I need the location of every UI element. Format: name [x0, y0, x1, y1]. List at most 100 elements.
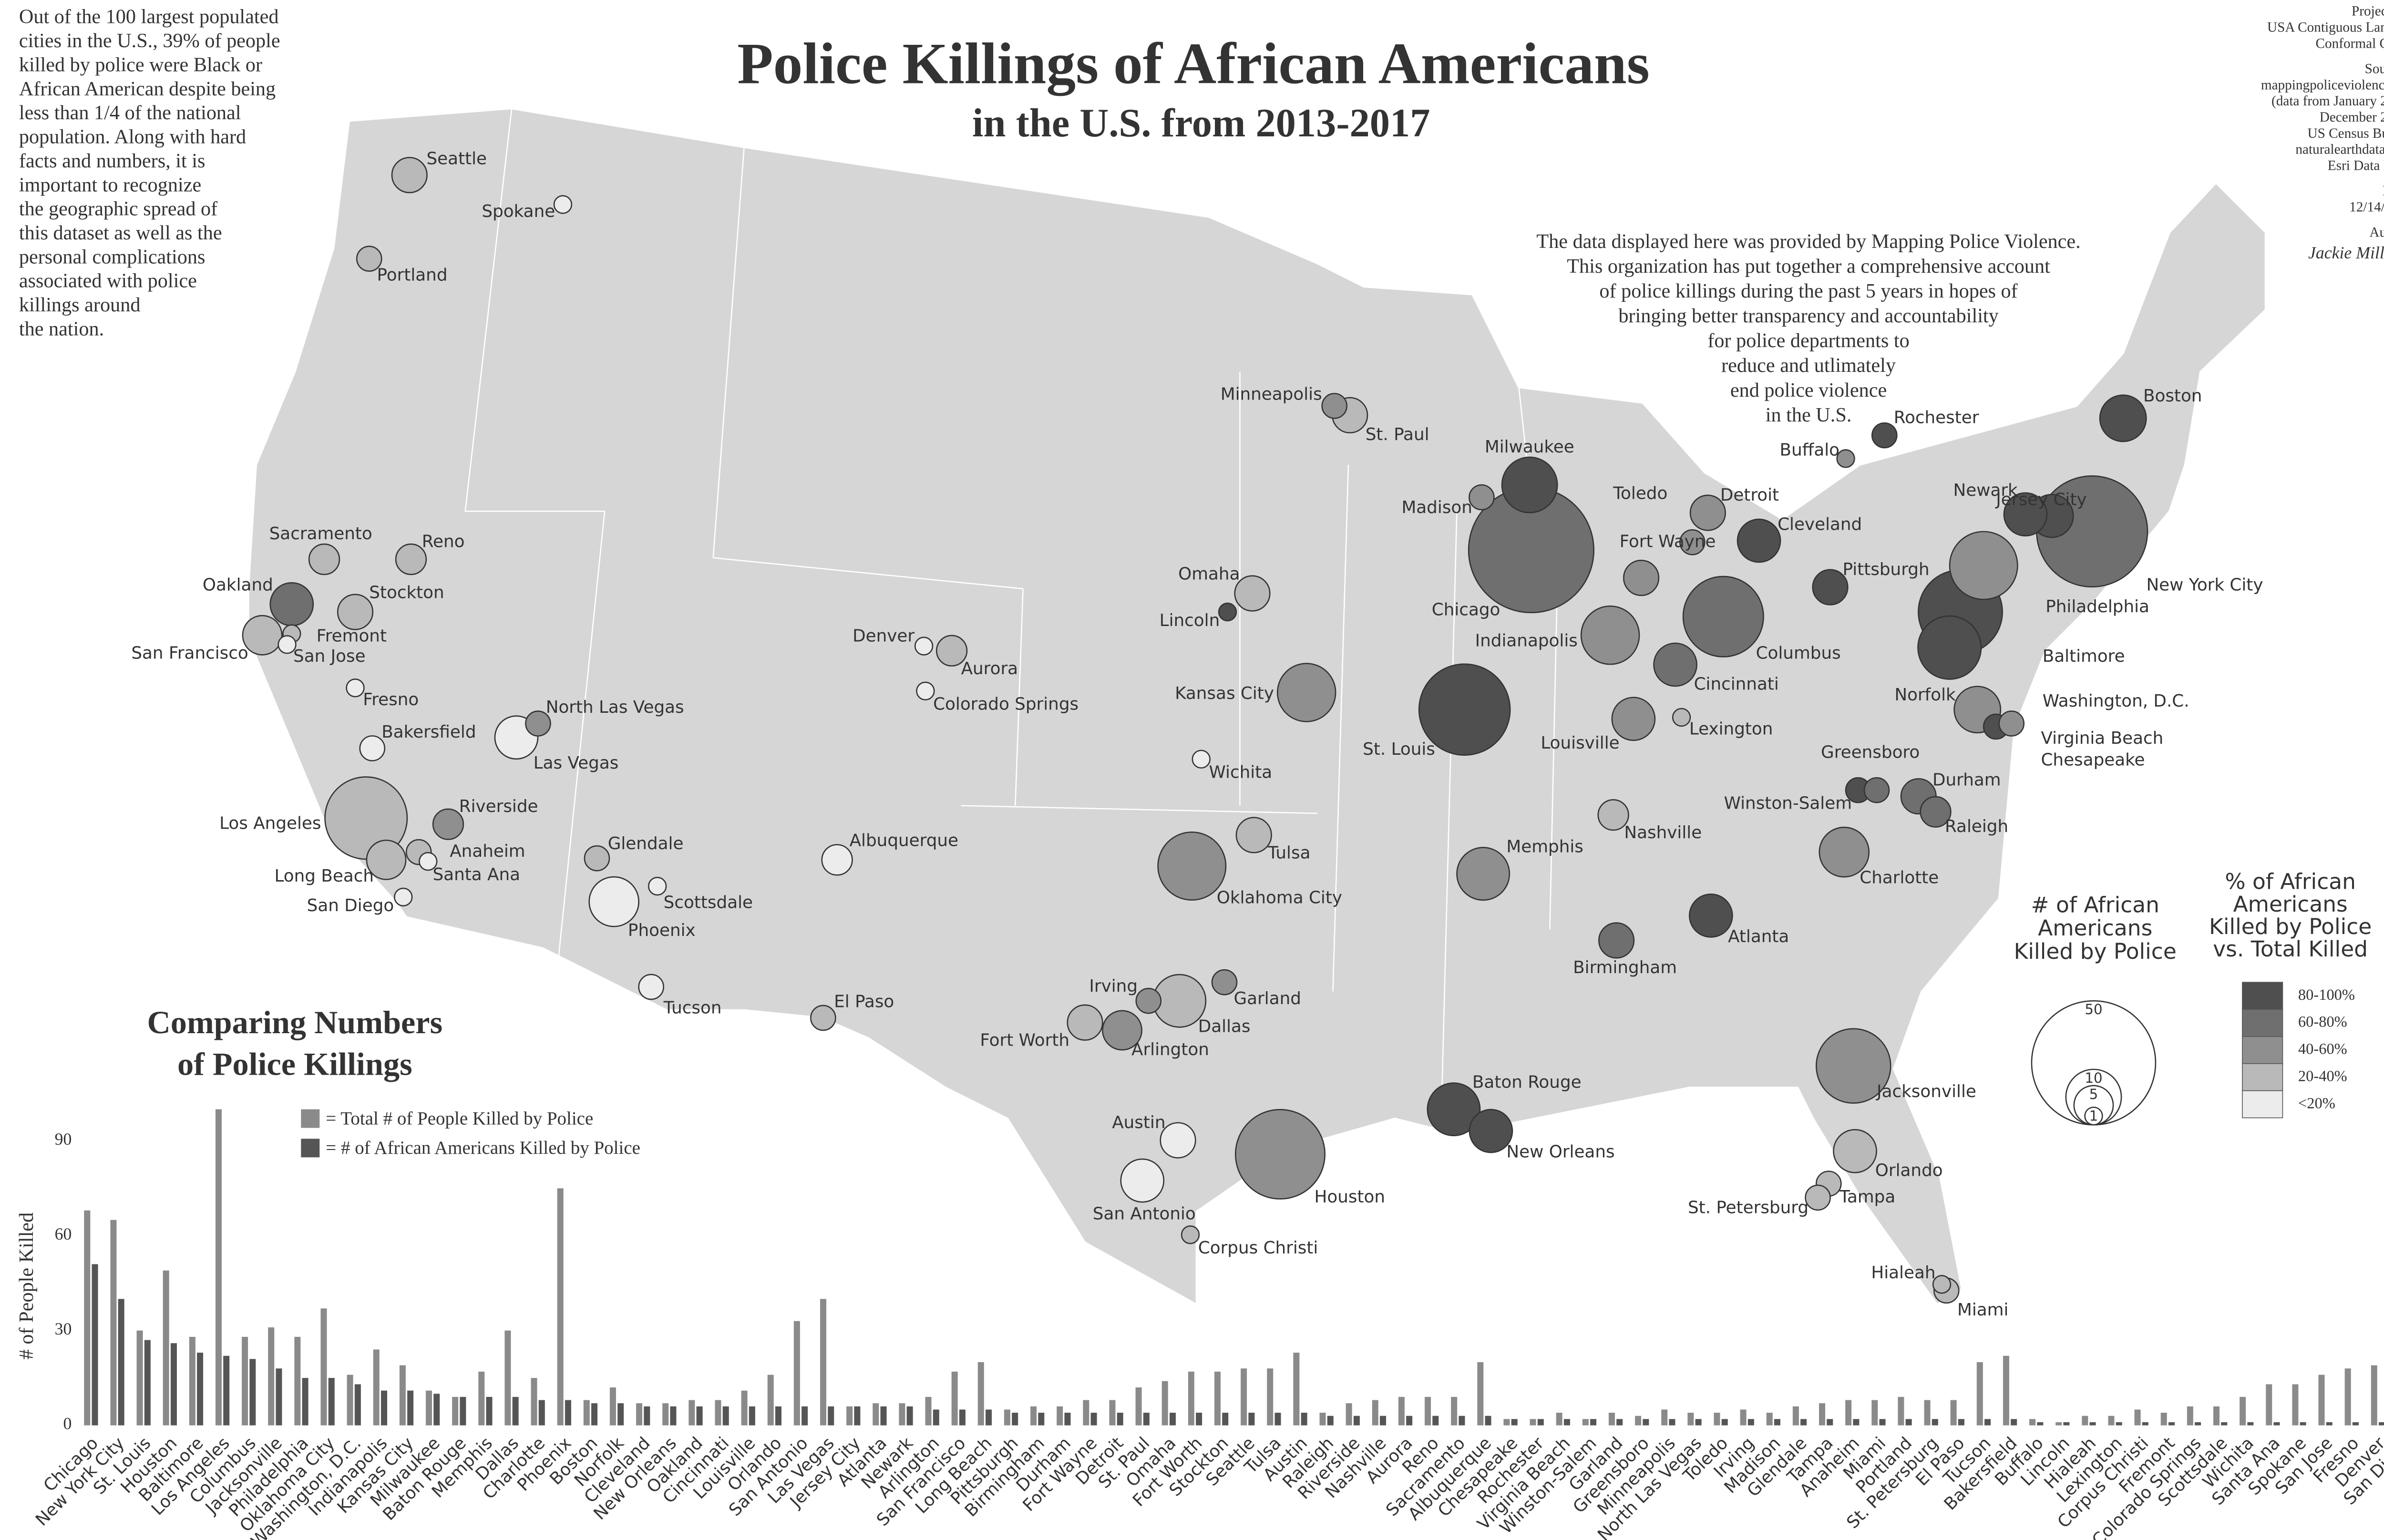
- bar: [802, 1406, 808, 1426]
- bar: [1196, 1413, 1202, 1426]
- city-bubble: [1321, 393, 1348, 419]
- bar: [1057, 1406, 1063, 1426]
- bar: [1293, 1353, 1300, 1426]
- bar: [144, 1340, 151, 1426]
- city-label: Buffalo: [1780, 441, 1839, 460]
- city-bubble: [821, 844, 853, 876]
- bar: [1563, 1419, 1570, 1426]
- bar: [1274, 1413, 1281, 1426]
- bar: [793, 1321, 800, 1426]
- bar: [426, 1390, 432, 1426]
- bar-chart-title: of Police Killings: [177, 1046, 412, 1082]
- color-legend-title: vs. Total Killed: [2213, 936, 2368, 962]
- city-label: El Paso: [834, 992, 894, 1011]
- intro-line: population. Along with hard: [19, 126, 246, 148]
- bar: [977, 1362, 984, 1426]
- description-line: reduce and utlimately: [1721, 354, 1896, 377]
- city-bubble: [1611, 697, 1656, 741]
- intro-line: less than 1/4 of the national: [19, 102, 241, 124]
- city-label: Toledo: [1613, 484, 1667, 503]
- bar: [1319, 1413, 1326, 1426]
- source-line: Sources:: [2365, 62, 2384, 77]
- bar: [2266, 1384, 2272, 1426]
- bar: [433, 1394, 440, 1426]
- bar: [1845, 1400, 1852, 1426]
- city-label: Orlando: [1875, 1161, 1943, 1181]
- color-legend-label: 60-80%: [2298, 1014, 2347, 1031]
- bar: [1425, 1396, 1431, 1426]
- color-legend-swatch: [2242, 1009, 2283, 1037]
- city-label: Boston: [2143, 386, 2202, 406]
- bar: [1695, 1419, 1702, 1426]
- description-line: This organization has put together a com…: [1567, 255, 2050, 277]
- bar: [1485, 1416, 1491, 1426]
- bar: [767, 1375, 774, 1426]
- city-label: Los Angeles: [219, 814, 321, 833]
- city-label: Norfolk: [1894, 685, 1956, 705]
- bar: [1643, 1419, 1649, 1426]
- city-bubble: [1812, 569, 1849, 606]
- city-bubble: [1833, 1129, 1877, 1173]
- source-line: December 2017): [2320, 110, 2384, 125]
- city-bubble: [2003, 492, 2048, 537]
- bar: [1582, 1419, 1589, 1426]
- bar: [906, 1406, 913, 1426]
- city-label: Phoenix: [628, 921, 696, 940]
- bar: [1669, 1419, 1675, 1426]
- city-bubble: [1998, 710, 2025, 737]
- city-bubble: [1836, 449, 1855, 468]
- bar: [2134, 1409, 2141, 1426]
- city-label: Fremont: [317, 626, 387, 646]
- size-legend-label: 1: [2089, 1108, 2098, 1124]
- city-label: Nashville: [1624, 823, 1702, 842]
- city-label: Irving: [1089, 976, 1138, 996]
- city-bubble: [432, 808, 464, 840]
- bar: [2187, 1406, 2193, 1426]
- city-label: Denver: [853, 626, 915, 646]
- bar: [662, 1403, 669, 1426]
- color-legend-swatch: [2242, 1090, 2283, 1119]
- bar: [1372, 1400, 1378, 1426]
- city-bubble: [1917, 615, 1982, 680]
- city-label: Fresno: [363, 690, 419, 709]
- bar: [1800, 1419, 1807, 1426]
- city-bubble: [1819, 826, 1870, 878]
- bar: [1169, 1413, 1176, 1426]
- bar: [486, 1396, 493, 1426]
- intro-line: the geographic spread of: [19, 198, 218, 220]
- bar: [1747, 1419, 1754, 1426]
- city-label: Lexington: [1689, 719, 1773, 739]
- city-label: Rochester: [1894, 408, 1979, 427]
- city-bubble: [1689, 494, 1726, 531]
- bar: [197, 1353, 204, 1426]
- city-label: Houston: [1314, 1187, 1385, 1207]
- city-label: San Antonio: [1093, 1204, 1196, 1224]
- bar: [591, 1403, 598, 1426]
- city-bubble: [1682, 575, 1764, 657]
- bar: [1976, 1362, 1983, 1426]
- city-label: Durham: [1932, 770, 2001, 790]
- size-legend-circle: [2084, 1107, 2103, 1126]
- city-bubble: [1067, 1004, 1103, 1041]
- city-label: North Las Vegas: [546, 698, 684, 717]
- city-label: Riverside: [459, 797, 538, 816]
- bar: [2352, 1422, 2359, 1426]
- city-bubble: [1597, 799, 1629, 831]
- legend-swatch: [301, 1109, 320, 1128]
- bar: [933, 1409, 939, 1426]
- bar: [1267, 1368, 1274, 1426]
- bar: [2055, 1422, 2062, 1426]
- bar: [538, 1400, 545, 1426]
- city-bubble: [366, 840, 407, 880]
- color-legend-title: Americans: [2233, 892, 2348, 917]
- map-bubbles: [242, 157, 2148, 1304]
- bar: [1109, 1400, 1116, 1426]
- city-label: Washington, D.C.: [2043, 691, 2189, 711]
- city-label: St. Louis: [1363, 739, 1435, 759]
- city-label: Lincoln: [1160, 611, 1220, 630]
- bar: [1459, 1416, 1465, 1426]
- size-legend-label: 5: [2089, 1086, 2098, 1102]
- city-label: Scottsdale: [664, 893, 753, 912]
- bar: [2037, 1422, 2044, 1426]
- city-bubble: [1181, 1225, 1200, 1244]
